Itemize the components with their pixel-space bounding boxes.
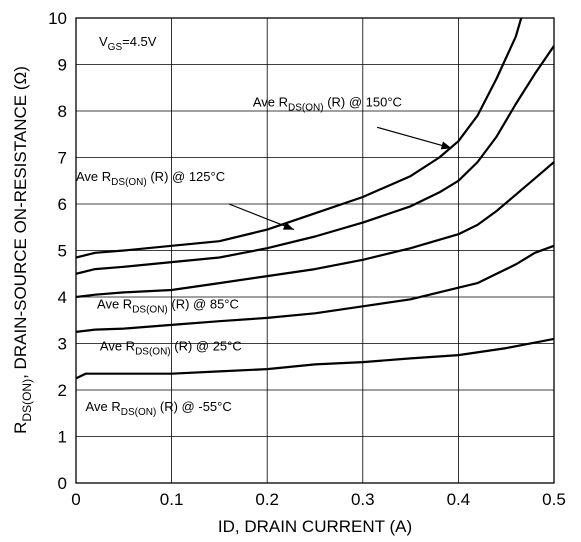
x-tick-label-0: 0 bbox=[71, 490, 80, 509]
x-tick-label-1: 0.1 bbox=[160, 490, 184, 509]
condition-rest: =4.5V bbox=[122, 34, 157, 49]
series-label-150c-post: (R) @ 150°C bbox=[324, 94, 402, 109]
series-line-125c bbox=[76, 45, 554, 275]
series-label-25c-pre: Ave R bbox=[100, 338, 135, 353]
series-label-85c-sub: DS(ON) bbox=[132, 305, 168, 316]
series-label-150c: Ave RDS(ON) (R) @ 150°C bbox=[253, 94, 402, 113]
y-tick-label-6: 6 bbox=[58, 195, 67, 214]
y-tick-label-0: 0 bbox=[58, 474, 67, 493]
series-label-neg55c: Ave RDS(ON) (R) @ -55°C bbox=[86, 399, 232, 418]
series-label-neg55c-post: (R) @ -55°C bbox=[156, 399, 231, 414]
series-line-85c bbox=[76, 161, 554, 299]
y-tick-label-2: 2 bbox=[58, 381, 67, 400]
series-label-85c: Ave RDS(ON) (R) @ 85°C bbox=[97, 297, 239, 316]
y-tick-label-1: 1 bbox=[58, 428, 67, 447]
condition-main: V bbox=[99, 34, 108, 49]
y-tick-label-10: 10 bbox=[48, 9, 67, 28]
series-label-85c-pre: Ave R bbox=[97, 297, 132, 312]
series-label-neg55c-sub: DS(ON) bbox=[121, 407, 157, 418]
y-tick-label-4: 4 bbox=[58, 288, 67, 307]
series-group bbox=[76, 18, 554, 380]
series-label-25c-post: (R) @ 25°C bbox=[171, 338, 242, 353]
y-axis-label-sub: DS(ON) bbox=[20, 379, 34, 422]
series-label-85c-post: (R) @ 85°C bbox=[168, 297, 239, 312]
x-tick-label-4: 0.4 bbox=[447, 490, 471, 509]
arrow-125c-shaft bbox=[228, 203, 295, 231]
x-tick-labels: 0 0.1 0.2 0.3 0.4 0.5 bbox=[71, 490, 566, 509]
series-label-150c-sub: DS(ON) bbox=[288, 102, 324, 113]
y-axis-label: RDS(ON), DRAIN-SOURCE ON-RESISTANCE (Ω) bbox=[11, 66, 34, 434]
y-tick-label-8: 8 bbox=[58, 102, 67, 121]
series-label-150c-pre: Ave R bbox=[253, 94, 288, 109]
series-label-125c-post: (R) @ 125°C bbox=[147, 169, 225, 184]
x-tick-label-2: 0.2 bbox=[255, 490, 279, 509]
annotation-arrows bbox=[228, 126, 452, 231]
plot-frame bbox=[75, 17, 555, 484]
x-axis-label: ID, DRAIN CURRENT (A) bbox=[218, 517, 412, 536]
x-tick-label-5: 0.5 bbox=[542, 490, 566, 509]
y-tick-labels: 0 1 2 3 4 5 6 7 8 9 10 bbox=[48, 9, 67, 493]
series-label-125c: Ave RDS(ON) (R) @ 125°C bbox=[76, 169, 225, 188]
series-label-25c-sub: DS(ON) bbox=[135, 346, 171, 357]
y-tick-label-5: 5 bbox=[58, 242, 67, 261]
series-line-150c bbox=[76, 18, 523, 259]
condition-label: VGS=4.5V bbox=[99, 34, 157, 53]
series-label-25c: Ave RDS(ON) (R) @ 25°C bbox=[100, 338, 242, 357]
y-tick-label-9: 9 bbox=[58, 56, 67, 75]
arrow-150c-head bbox=[440, 141, 452, 150]
y-axis-label-rest: , DRAIN-SOURCE ON-RESISTANCE (Ω) bbox=[11, 66, 30, 379]
series-label-125c-pre: Ave R bbox=[76, 169, 111, 184]
y-axis-label-prefix: R bbox=[11, 422, 30, 434]
condition-sub: GS bbox=[108, 42, 123, 53]
arrow-125c-head bbox=[282, 222, 294, 230]
series-label-neg55c-pre: Ave R bbox=[86, 399, 121, 414]
y-tick-label-3: 3 bbox=[58, 335, 67, 354]
series-label-125c-sub: DS(ON) bbox=[111, 177, 147, 188]
arrow-150c-shaft bbox=[376, 126, 452, 149]
series-line-25c bbox=[76, 244, 554, 333]
series-line-neg55c bbox=[76, 337, 554, 380]
y-tick-label-7: 7 bbox=[58, 149, 67, 168]
x-tick-label-3: 0.3 bbox=[351, 490, 375, 509]
